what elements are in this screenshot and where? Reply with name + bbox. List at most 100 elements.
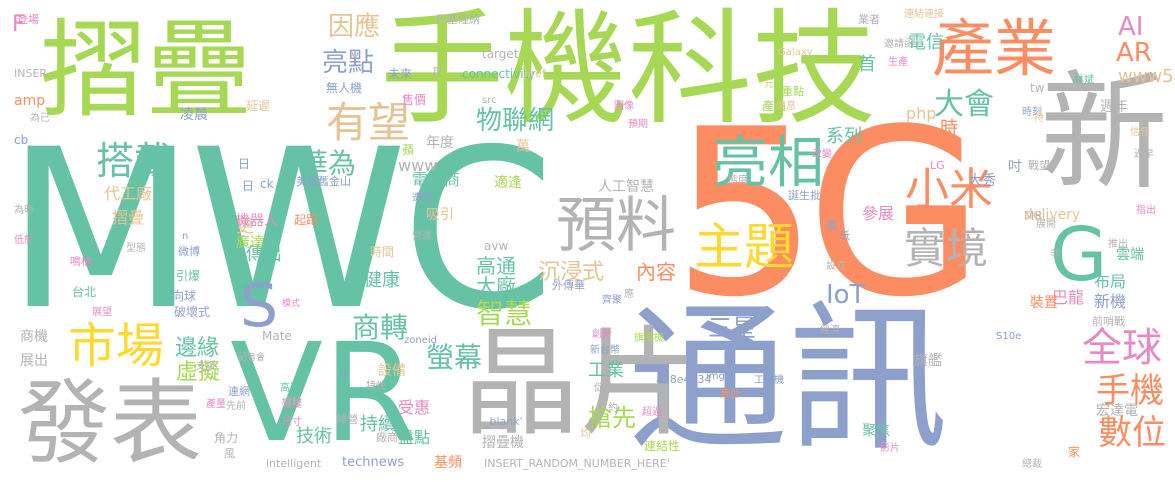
word: 產品: [762, 99, 787, 113]
word: 為已: [30, 113, 50, 124]
word-mwc: MWC: [6, 102, 555, 358]
word: 大秀: [968, 173, 996, 189]
word-yuliao: 預料: [556, 191, 676, 261]
word: 大廠: [476, 274, 516, 298]
word: 指出: [1136, 205, 1156, 216]
word: 沉浸式: [538, 260, 605, 285]
word: 延遲: [246, 99, 271, 113]
word-tongxun: 通訊: [628, 286, 949, 473]
word: 智慧: [476, 297, 533, 330]
word: 誕生: [788, 189, 810, 202]
word: 無人機: [326, 81, 363, 95]
word: 時間: [370, 245, 395, 259]
word: 廣達: [236, 235, 264, 251]
word: 高通: [476, 254, 516, 278]
word: 促使: [594, 383, 614, 394]
word: 態度: [728, 175, 748, 186]
word: 裝置: [1030, 295, 1058, 311]
word: 齊聚: [602, 295, 622, 306]
word-zhuti: 主題: [694, 218, 794, 276]
word: 均: [580, 427, 591, 440]
word: 經濟: [820, 325, 840, 336]
word: 人工智慧: [598, 179, 654, 195]
word: _blank': [484, 415, 523, 428]
word: 遭閒: [412, 193, 432, 204]
word: S10e: [996, 331, 1022, 342]
word: 業者: [858, 13, 880, 26]
word: 凌晨: [180, 107, 208, 123]
word: Galaxy: [778, 47, 813, 58]
word: 廠商: [376, 431, 398, 444]
word: 內容: [636, 260, 676, 284]
word-zhedie: 摺疊: [40, 9, 252, 132]
word: 巴塞隆納: [436, 13, 480, 26]
word-youwang: 有望: [326, 98, 411, 147]
word: 為時: [14, 205, 34, 216]
word: a: [340, 367, 347, 380]
word: 電信: [908, 32, 944, 53]
word: 家: [1068, 445, 1081, 459]
word: 向球: [172, 289, 197, 303]
word: 商機: [20, 329, 48, 345]
word: 前哨戰: [1092, 315, 1125, 328]
word: zoneid: [404, 335, 437, 346]
word: ck: [260, 177, 274, 191]
word: 支援: [196, 361, 216, 372]
word: 微博: [178, 245, 200, 258]
word: 首: [858, 54, 876, 75]
word-liangxiang: 亮相: [712, 131, 824, 196]
word: 約: [608, 403, 618, 414]
word: 速度: [282, 399, 302, 410]
word-quanqiu: 全球: [1082, 325, 1162, 371]
word: 影片: [880, 443, 900, 454]
word: 持續: [360, 414, 396, 435]
word: 產量: [206, 399, 226, 410]
word: F: [12, 12, 25, 37]
word: INSERT_RANDOM_NUMBER_HERE': [484, 457, 670, 470]
word: 技術: [298, 428, 300, 429]
word: 展開: [1036, 219, 1056, 230]
word: 摺疊機: [482, 435, 524, 451]
word-fabiao: 發表: [18, 370, 203, 477]
word: 亮點: [322, 48, 375, 78]
word: 參展: [862, 204, 895, 223]
word-vr: VR: [230, 315, 418, 473]
word: 工業: [588, 360, 624, 381]
word: 台北: [72, 285, 97, 299]
word-shuwei: 數位: [1098, 413, 1166, 453]
word: 起跑: [294, 213, 319, 227]
word-shouji: 手機: [1096, 371, 1164, 411]
word: 持: [1034, 113, 1044, 124]
word-shichang: 市場: [68, 318, 165, 374]
word: tw: [1030, 81, 1045, 95]
word: 高速: [280, 383, 300, 394]
word: 代工廠: [104, 184, 153, 203]
word: 三星: [708, 314, 756, 342]
word: 大會: [934, 87, 994, 122]
word: target: [482, 47, 519, 61]
word: Mate: [262, 329, 292, 343]
word: src: [482, 95, 497, 106]
word: 重點: [782, 85, 804, 98]
word: 聚焦: [862, 423, 890, 439]
word: INSER: [14, 67, 48, 80]
word: 推出: [1108, 239, 1128, 250]
word: 外傳華: [552, 279, 585, 292]
word: 總裁: [1022, 459, 1042, 470]
word: 摺疊: [112, 208, 145, 227]
word: 萬: [516, 139, 530, 155]
word: delivery: [1024, 207, 1081, 223]
word: 縮短: [282, 397, 302, 408]
word: 非: [1050, 247, 1061, 260]
word: www: [398, 156, 438, 175]
word: 應: [624, 289, 634, 300]
word: 營運: [412, 231, 432, 242]
word: 基頻: [434, 455, 462, 471]
word: 連結性: [644, 439, 681, 453]
word: 物聯網: [476, 106, 555, 136]
word: 傳出: [246, 244, 282, 265]
word: 消息: [776, 101, 796, 112]
word: 系列: [826, 126, 862, 147]
word: cb: [14, 133, 29, 147]
